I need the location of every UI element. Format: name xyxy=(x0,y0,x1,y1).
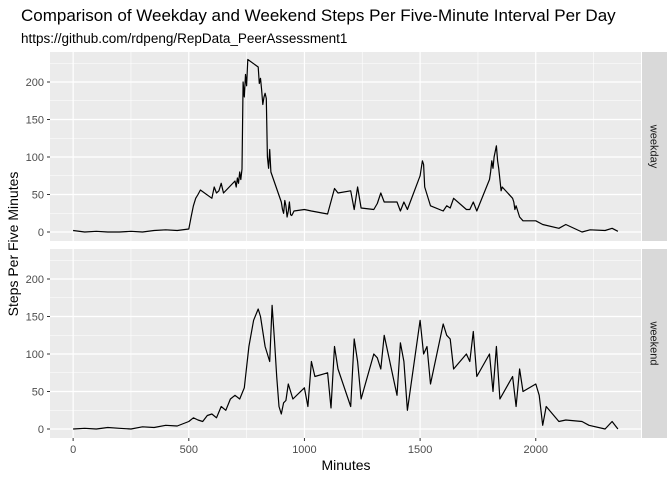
panel-weekday: 0 50 100 150 200 weekday xyxy=(26,52,667,241)
facet-strip-label: weekday xyxy=(648,124,660,169)
x-tick-label: 2000 xyxy=(524,444,548,456)
y-axis-title: Steps Per Five Minutes xyxy=(5,172,21,317)
y-tick-label: 150 xyxy=(26,115,44,127)
x-tick-label: 500 xyxy=(180,444,198,456)
x-axis-title: Minutes xyxy=(321,457,370,473)
x-tick-label: 1000 xyxy=(292,444,316,456)
chart-subtitle: https://github.com/rdpeng/RepData_PeerAs… xyxy=(21,31,347,46)
x-axis: 0 500 1000 1500 2000 xyxy=(70,438,548,456)
y-tick-label: 150 xyxy=(26,312,44,324)
x-tick-label: 0 xyxy=(70,444,76,456)
y-tick-label: 100 xyxy=(26,349,44,361)
chart-title: Comparison of Weekday and Weekend Steps … xyxy=(21,6,616,25)
series-line-weekend xyxy=(73,304,619,430)
facet-panels: 0 50 100 150 200 weekday 0 50 100 150 200 weekend xyxy=(26,52,667,438)
y-tick-label: 100 xyxy=(26,152,44,164)
y-tick-label: 200 xyxy=(26,274,44,286)
facet-strip xyxy=(642,52,667,241)
y-tick-label: 50 xyxy=(32,190,44,202)
facet-strip xyxy=(642,249,667,438)
y-tick-label: 50 xyxy=(32,387,44,399)
facet-strip-label: weekend xyxy=(648,320,660,365)
panel-background xyxy=(50,52,641,241)
y-tick-label: 0 xyxy=(38,424,44,436)
panel-background xyxy=(50,249,641,438)
x-tick-label: 1500 xyxy=(408,444,432,456)
y-tick-label: 0 xyxy=(38,227,44,239)
panel-weekend: 0 50 100 150 200 weekend xyxy=(26,249,667,438)
y-tick-label: 200 xyxy=(26,77,44,89)
series-line-weekday xyxy=(73,58,619,233)
